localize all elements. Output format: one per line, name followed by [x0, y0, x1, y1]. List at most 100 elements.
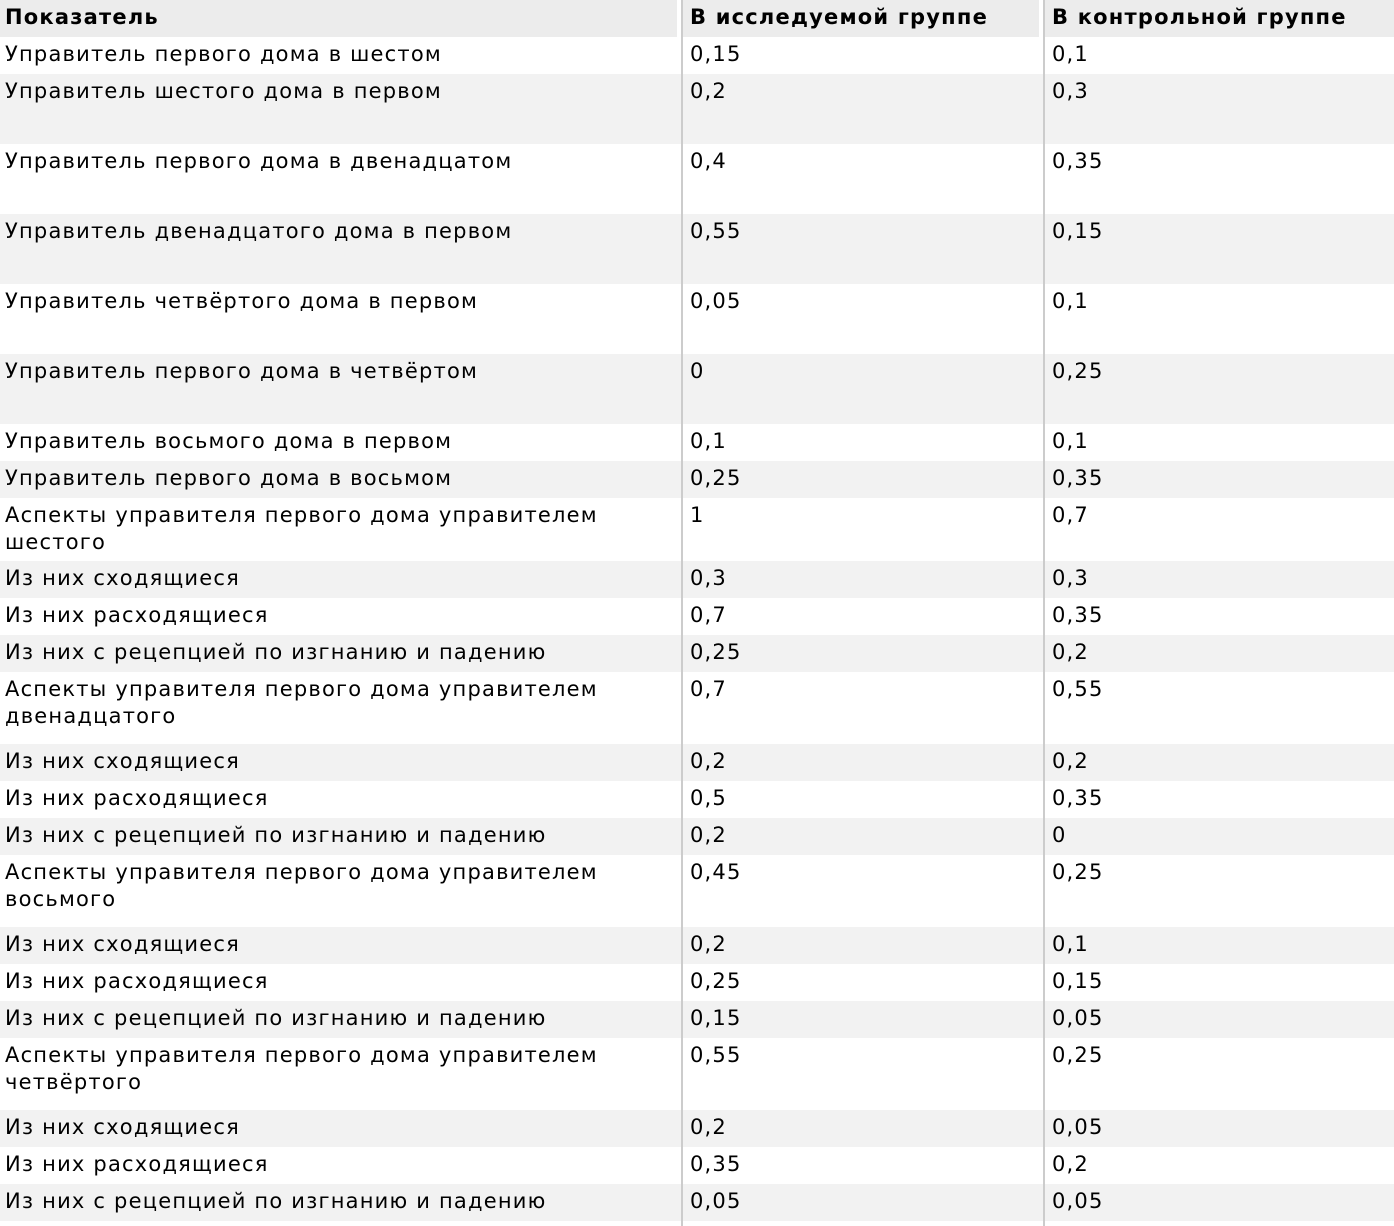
control-group-cell: 0,1: [1043, 37, 1394, 74]
indicator-cell: Из них сходящиеся: [0, 927, 681, 964]
table-row: Из них расходящиеся 0,35 0,2: [0, 1147, 1394, 1184]
control-group-cell: 0,2: [1043, 744, 1394, 781]
table-row: Управитель четвёртого дома в первом 0,05 0…: [0, 284, 1394, 354]
table-row: Управитель восьмого дома в первом 0,1 0,1: [0, 424, 1394, 461]
table-row: Управитель двенадцатого дома в первом 0,5…: [0, 214, 1394, 284]
study-group-cell: 0,35: [681, 1147, 1043, 1184]
indicator-cell: Управитель первого дома в четвёртом: [0, 354, 681, 424]
control-group-cell: 0,3: [1043, 74, 1394, 144]
table-row: Из них с рецепцией по изгнанию и падению…: [0, 818, 1394, 855]
indicator-cell: Управитель первого дома в шестом: [0, 37, 681, 74]
indicator-cell: Управитель восьмого дома в первом: [0, 424, 681, 461]
study-group-cell: 0,2: [681, 927, 1043, 964]
indicator-cell: Из них сходящиеся: [0, 1110, 681, 1147]
control-group-cell: 0,35: [1043, 781, 1394, 818]
study-group-cell: 0,25: [681, 635, 1043, 672]
study-group-cell: 0,2: [681, 744, 1043, 781]
control-group-cell: 0,3: [1043, 561, 1394, 598]
table-row: Из них расходящиеся 0,25 0,15: [0, 964, 1394, 1001]
control-group-cell: 0,05: [1043, 1001, 1394, 1038]
study-group-cell: 0,5: [681, 781, 1043, 818]
partial-row: [0, 1221, 1394, 1226]
table-body: Управитель первого дома в шестом 0,15 0,1 У…: [0, 37, 1394, 1226]
partial-cell: [1043, 1221, 1394, 1226]
indicator-cell: Из них с рецепцией по изгнанию и падению: [0, 635, 681, 672]
control-group-cell: 0,05: [1043, 1184, 1394, 1221]
study-group-cell: 0,25: [681, 964, 1043, 1001]
indicator-cell: Из них расходящиеся: [0, 1147, 681, 1184]
study-group-cell: 0,25: [681, 461, 1043, 498]
study-group-cell: 0,1: [681, 424, 1043, 461]
study-group-cell: 0,2: [681, 818, 1043, 855]
control-group-cell: 0,55: [1043, 672, 1394, 744]
study-group-cell: 0,7: [681, 598, 1043, 635]
control-group-cell: 0,1: [1043, 284, 1394, 354]
control-group-cell: 0,2: [1043, 1147, 1394, 1184]
table-row: Управитель первого дома в восьмом 0,25 0,3…: [0, 461, 1394, 498]
indicator-cell: Из них сходящиеся: [0, 561, 681, 598]
table-header-row: Показатель В исследуемой группе В контро…: [0, 0, 1394, 37]
study-group-cell: 0: [681, 354, 1043, 424]
control-group-cell: 0,25: [1043, 855, 1394, 927]
control-group-cell: 0,35: [1043, 461, 1394, 498]
indicator-cell: Управитель шестого дома в первом: [0, 74, 681, 144]
study-group-cell: 0,3: [681, 561, 1043, 598]
study-group-cell: 0,15: [681, 1001, 1043, 1038]
study-group-cell: 0,7: [681, 672, 1043, 744]
table-row: Из них с рецепцией по изгнанию и падению…: [0, 1001, 1394, 1038]
indicator-cell: Из них расходящиеся: [0, 964, 681, 1001]
indicator-cell: Аспекты управителя первого дома управите…: [0, 855, 681, 927]
study-group-cell: 1: [681, 498, 1043, 561]
control-group-cell: 0,25: [1043, 354, 1394, 424]
table-row: Аспекты управителя первого дома управите…: [0, 855, 1394, 927]
indicator-cell: Аспекты управителя первого дома управите…: [0, 672, 681, 744]
table-row: Из них с рецепцией по изгнанию и падению…: [0, 1184, 1394, 1221]
table-row: Из них сходящиеся 0,3 0,3: [0, 561, 1394, 598]
control-group-cell: 0,35: [1043, 598, 1394, 635]
study-group-cell: 0,45: [681, 855, 1043, 927]
table-row: Управитель первого дома в двенадцатом 0,4…: [0, 144, 1394, 214]
indicator-cell: Управитель первого дома в восьмом: [0, 461, 681, 498]
control-group-cell: 0,7: [1043, 498, 1394, 561]
study-group-cell: 0,2: [681, 74, 1043, 144]
table-row: Из них расходящиеся 0,5 0,35: [0, 781, 1394, 818]
study-group-cell: 0,4: [681, 144, 1043, 214]
table-header: Показатель В исследуемой группе В контро…: [0, 0, 1394, 37]
control-group-cell: 0,25: [1043, 1038, 1394, 1110]
indicator-cell: Управитель четвёртого дома в первом: [0, 284, 681, 354]
table-row: Из них расходящиеся 0,7 0,35: [0, 598, 1394, 635]
table-row: Из них сходящиеся 0,2 0,05: [0, 1110, 1394, 1147]
control-group-cell: 0,05: [1043, 1110, 1394, 1147]
partial-cell: [0, 1221, 681, 1226]
study-group-cell: 0,15: [681, 37, 1043, 74]
indicator-cell: Из них расходящиеся: [0, 781, 681, 818]
table-row: Из них сходящиеся 0,2 0,1: [0, 927, 1394, 964]
indicator-cell: Из них с рецепцией по изгнанию и падению: [0, 1001, 681, 1038]
table-row: Аспекты управителя первого дома управите…: [0, 498, 1394, 561]
table-row: Управитель первого дома в четвёртом 0 0,25: [0, 354, 1394, 424]
table-row: Управитель шестого дома в первом 0,2 0,3: [0, 74, 1394, 144]
control-group-cell: 0,1: [1043, 927, 1394, 964]
control-group-cell: 0,15: [1043, 964, 1394, 1001]
study-group-cell: 0,05: [681, 284, 1043, 354]
indicator-cell: Из них с рецепцией по изгнанию и падению: [0, 818, 681, 855]
column-header-indicator: Показатель: [0, 0, 681, 37]
control-group-cell: 0,15: [1043, 214, 1394, 284]
control-group-cell: 0,35: [1043, 144, 1394, 214]
indicator-cell: Управитель первого дома в двенадцатом: [0, 144, 681, 214]
table-row: Аспекты управителя первого дома управите…: [0, 1038, 1394, 1110]
column-header-control-group: В контрольной группе: [1043, 0, 1394, 37]
study-group-cell: 0,05: [681, 1184, 1043, 1221]
table-row: Из них сходящиеся 0,2 0,2: [0, 744, 1394, 781]
table-row: Аспекты управителя первого дома управите…: [0, 672, 1394, 744]
table-row: Из них с рецепцией по изгнанию и падению…: [0, 635, 1394, 672]
indicator-cell: Аспекты управителя первого дома управите…: [0, 1038, 681, 1110]
indicator-cell: Аспекты управителя первого дома управите…: [0, 498, 681, 561]
study-group-cell: 0,55: [681, 1038, 1043, 1110]
study-group-cell: 0,55: [681, 214, 1043, 284]
control-group-cell: 0,1: [1043, 424, 1394, 461]
study-group-cell: 0,2: [681, 1110, 1043, 1147]
column-header-study-group: В исследуемой группе: [681, 0, 1043, 37]
table-row: Управитель первого дома в шестом 0,15 0,1: [0, 37, 1394, 74]
